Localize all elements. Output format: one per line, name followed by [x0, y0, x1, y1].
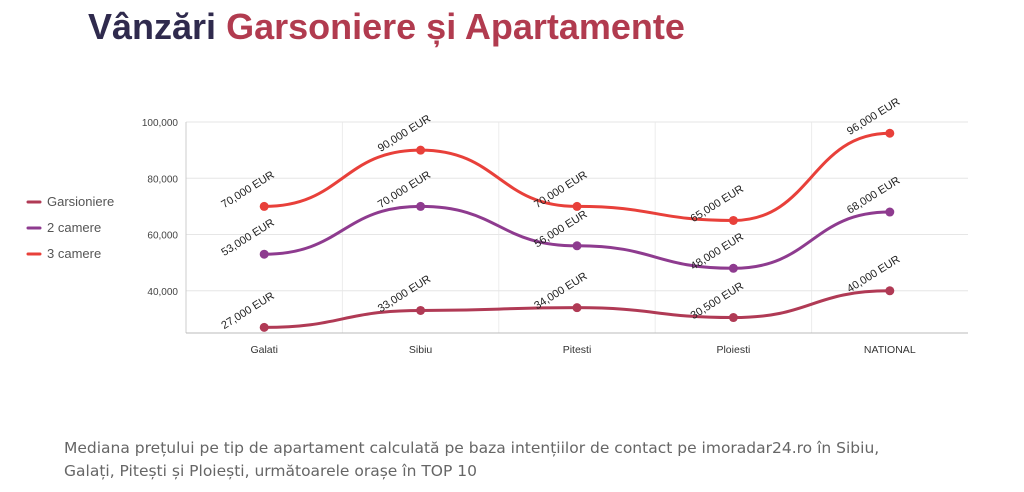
y-tick-label: 40,000 [147, 287, 178, 298]
data-point[interactable] [416, 305, 426, 315]
x-tick-label: Sibiu [409, 344, 433, 356]
data-point[interactable] [416, 201, 426, 211]
x-tick-label: Ploiesti [716, 344, 750, 356]
legend-label[interactable]: 3 camere [47, 246, 101, 261]
data-point[interactable] [572, 303, 582, 313]
data-point[interactable] [259, 249, 269, 259]
data-point[interactable] [259, 201, 269, 211]
data-point[interactable] [416, 145, 426, 155]
data-point[interactable] [885, 128, 895, 138]
data-point[interactable] [728, 215, 738, 225]
data-points [259, 128, 895, 332]
page-title-part2: Garsoniere și Apartamente [226, 6, 685, 47]
x-tick-label: Pitesti [563, 344, 592, 356]
chart-caption: Mediana prețului pe tip de apartament ca… [64, 439, 880, 480]
grid [186, 121, 968, 333]
axes: 40,000 60,000 80,000 100,000 Galati Sibiu Pite… [142, 118, 968, 356]
y-tick-label: 80,000 [147, 174, 178, 185]
price-line-chart: 40,000 60,000 80,000 100,000 Galati Sibiu Pite… [26, 96, 968, 356]
x-tick-label: NATIONAL [864, 344, 916, 356]
data-point[interactable] [885, 286, 895, 296]
legend-label[interactable]: Garsioniere [47, 194, 114, 209]
y-tick-label: 60,000 [147, 231, 178, 242]
page-title-part1: Vânzări [88, 6, 217, 47]
data-point[interactable] [572, 201, 582, 211]
data-point[interactable] [572, 241, 582, 251]
y-tick-label: 100,000 [142, 118, 179, 129]
x-tick-label: Galati [250, 344, 277, 356]
series-lines [262, 131, 892, 329]
legend: Garsioniere 2 camere 3 camere [26, 194, 114, 261]
legend-label[interactable]: 2 camere [47, 220, 101, 235]
data-point[interactable] [728, 313, 738, 323]
data-point[interactable] [728, 263, 738, 273]
data-labels: 27,000 EUR 33,000 EUR 34,000 EUR 30,500 EUR… [219, 96, 902, 332]
page-title: Vânzări Garsoniere și Apartamente [88, 4, 685, 50]
data-point[interactable] [259, 322, 269, 332]
data-point[interactable] [885, 207, 895, 217]
